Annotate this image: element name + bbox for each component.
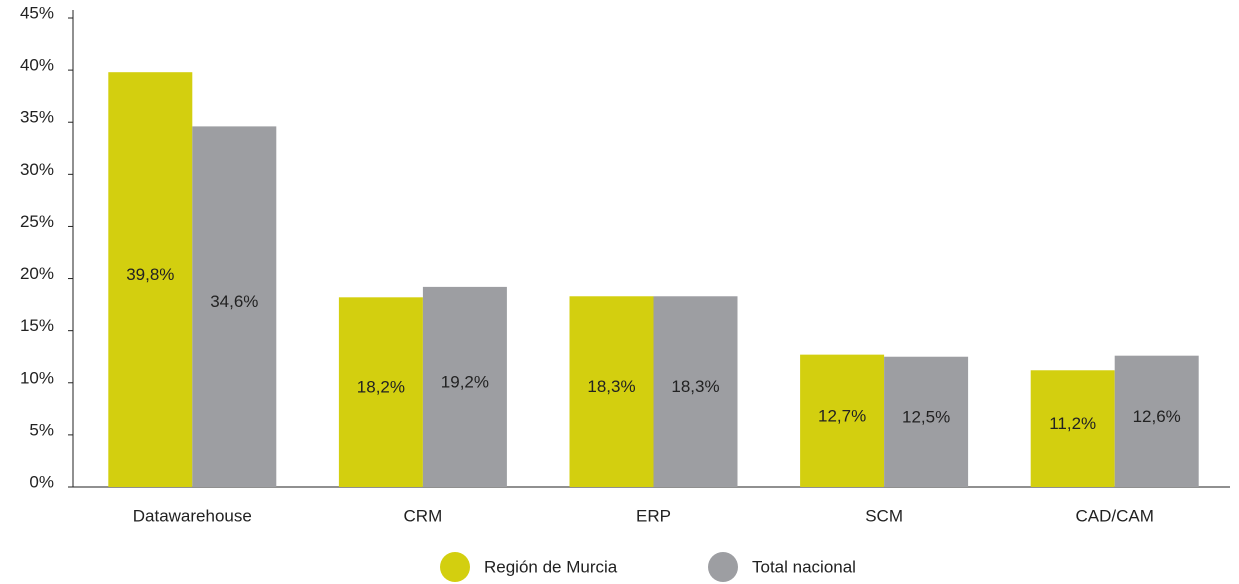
legend-swatch (708, 552, 738, 582)
bar (338, 297, 423, 487)
bar (653, 296, 738, 487)
legend-swatch (440, 552, 470, 582)
data-label: 39,8% (126, 265, 174, 284)
data-label: 12,7% (818, 406, 866, 425)
data-label: 34,6% (210, 292, 258, 311)
y-tick-label: 30% (20, 160, 54, 179)
data-label: 12,6% (1133, 407, 1181, 426)
bar (108, 72, 193, 487)
x-tick-label: CRM (404, 506, 443, 525)
bar (1030, 370, 1115, 487)
data-label: 18,3% (671, 377, 719, 396)
bar (569, 296, 654, 487)
legend-label: Región de Murcia (484, 557, 618, 576)
y-tick-label: 20% (20, 264, 54, 283)
bar (192, 126, 277, 487)
y-tick-label: 10% (20, 368, 54, 387)
y-tick-label: 0% (29, 472, 54, 491)
bar (1114, 355, 1199, 487)
y-tick-label: 35% (20, 108, 54, 127)
x-tick-label: ERP (636, 506, 671, 525)
x-tick-label: CAD/CAM (1075, 506, 1153, 525)
y-tick-label: 5% (29, 420, 54, 439)
data-label: 18,3% (587, 377, 635, 396)
legend-label: Total nacional (752, 557, 856, 576)
y-tick-label: 25% (20, 212, 54, 231)
y-tick-label: 15% (20, 316, 54, 335)
bar (422, 286, 507, 487)
y-tick-label: 45% (20, 3, 54, 22)
data-label: 11,2% (1049, 414, 1096, 433)
x-tick-label: SCM (865, 506, 903, 525)
x-tick-label: Datawarehouse (133, 506, 252, 525)
y-tick-label: 40% (20, 56, 54, 75)
data-label: 18,2% (357, 378, 405, 397)
bar (800, 354, 885, 487)
data-label: 19,2% (441, 372, 489, 391)
bar (884, 356, 969, 487)
data-label: 12,5% (902, 407, 950, 426)
